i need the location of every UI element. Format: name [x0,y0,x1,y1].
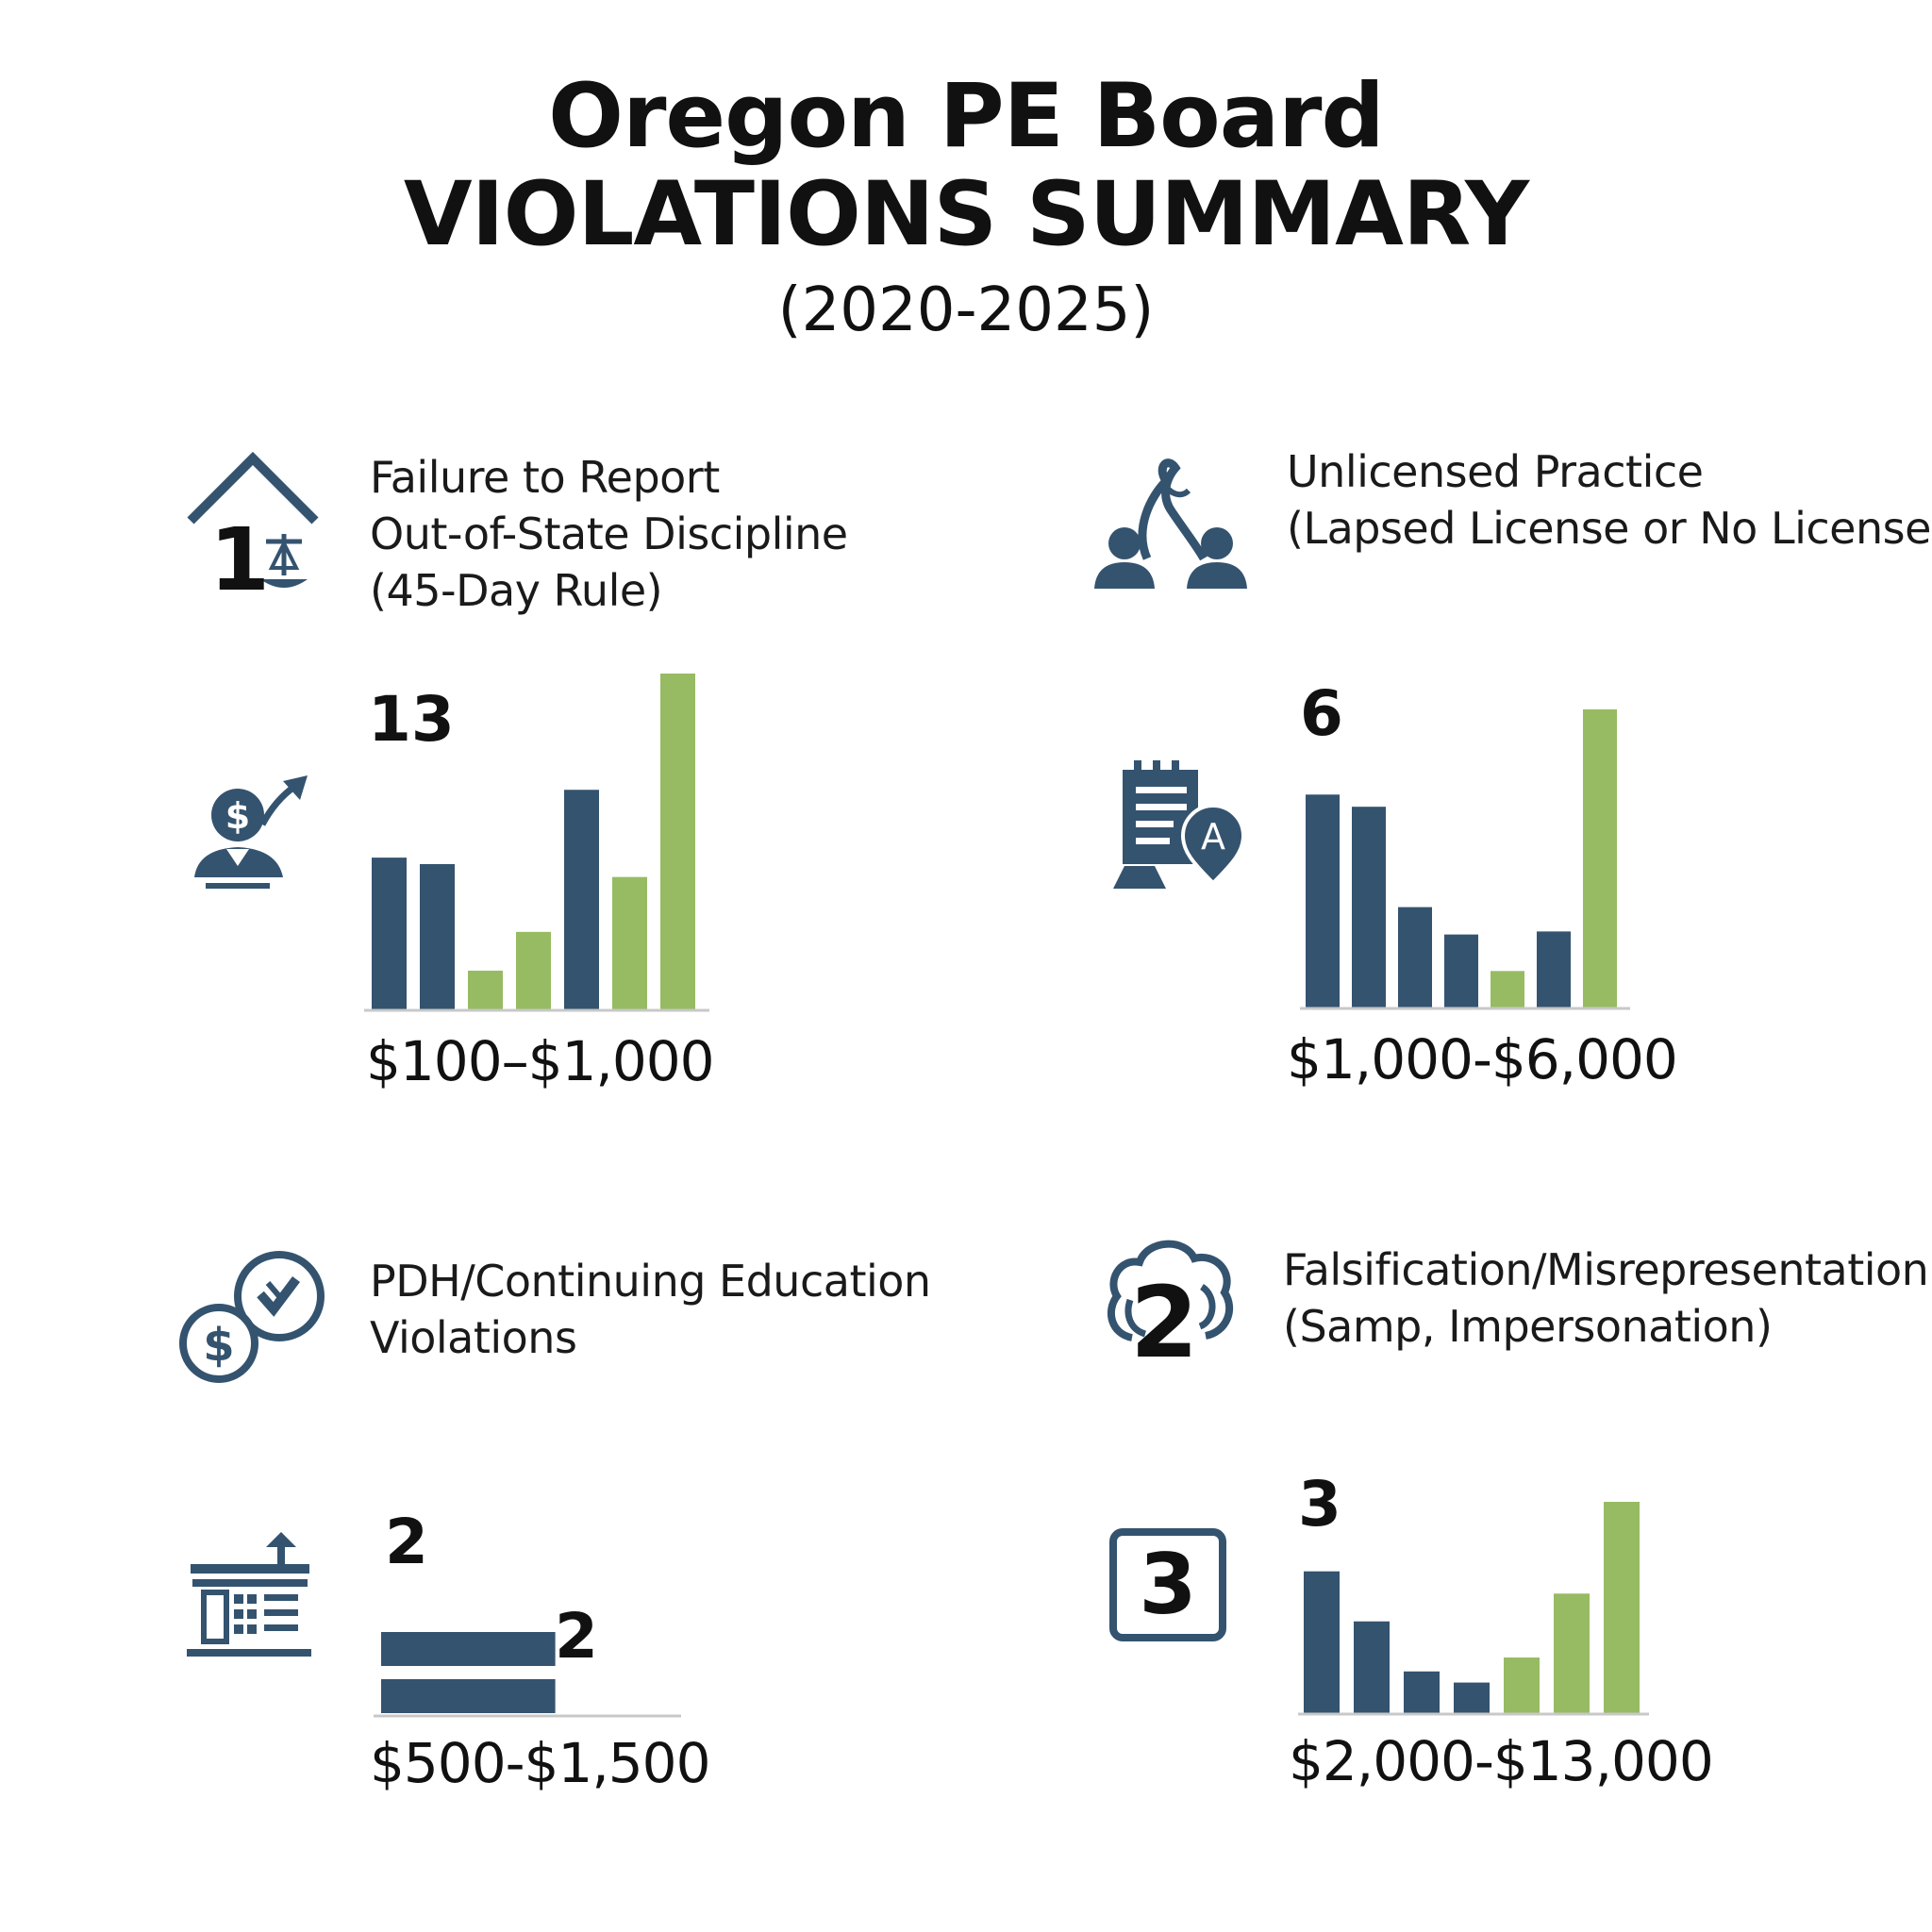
bar-chart-falsification [1298,1502,1649,1716]
chart-bar [1354,1621,1390,1713]
panel-title: Falsification/Misrepresentation (Samp, I… [1283,1241,1929,1355]
chart-bar [1352,807,1386,1008]
chart-bar [1454,1682,1490,1713]
header-numeral: 1 [209,509,271,610]
chart-bar [1404,1671,1440,1713]
chart-bar [381,1679,556,1713]
house-scale-icon [185,451,326,611]
fine-range-label: $1,000-$6,000 [1287,1027,1678,1091]
chart-bar [420,863,455,1009]
panel-title-line: Falsification/Misrepresentation [1283,1244,1929,1295]
panel-title-line: Out-of-State Discipline [370,508,848,559]
violation-count: 2 [385,1506,428,1578]
chart-bar [468,970,503,1009]
panel-title-line: Violations [370,1312,577,1363]
chart-bar [1398,907,1432,1008]
page-title: Oregon PE Board VIOLATIONS SUMMARY (2020… [0,68,1932,353]
chart-bar [1306,794,1340,1008]
chart-bar [1604,1502,1640,1713]
violation-count: 3 [1298,1468,1341,1541]
fine-range-label: $2,000-$13,000 [1289,1729,1714,1793]
svg-text:$: $ [203,1319,234,1372]
chart-bar [1304,1571,1340,1713]
boxed-numeral-icon: 3 [1109,1528,1226,1641]
chart-bar [1583,709,1617,1008]
violation-count: 13 [368,683,455,756]
dollar-person-arrow-icon: $ [189,768,321,900]
chart-bar [516,931,551,1009]
title-line-1: Oregon PE Board [548,65,1385,168]
bar-chart-unlicensed-practice [1300,709,1630,1010]
panel-title-line: (Lapsed License or No License) [1287,503,1932,554]
panel-title-line: (45-Day Rule) [370,565,663,616]
chart-bar [372,858,407,1009]
bar-chart-pdh-violations [374,1632,681,1718]
chart-bar [612,876,647,1009]
svg-text:A: A [1201,816,1225,858]
cloud-numeral-icon [1104,1232,1236,1374]
title-line-3: (2020-2025) [777,275,1155,345]
panel-title-line: (Samp, Impersonation) [1283,1301,1773,1352]
panel-title: Unlicensed Practice (Lapsed License or N… [1287,443,1932,557]
svg-text:$: $ [225,795,250,837]
chart-bar [381,1632,556,1666]
bar-value-label: 2 [555,1600,598,1673]
title-line-2: VIOLATIONS SUMMARY [403,163,1529,266]
chart-bar [1491,971,1524,1008]
chart-bar [564,790,599,1009]
panel-title-line: Unlicensed Practice [1287,446,1704,497]
fine-range-label: $500-$1,500 [370,1731,710,1795]
bar-chart-failure-to-report [364,674,709,1012]
panel-title: Failure to Report Out-of-State Disciplin… [370,449,848,619]
chart-bar [1554,1593,1590,1713]
violation-count: 6 [1300,677,1343,750]
chart-bar [1537,931,1571,1008]
chart-bar [1444,934,1478,1008]
panel-title-line: Failure to Report [370,452,720,503]
panel-title-line: PDH/Continuing Education [370,1256,931,1307]
chart-bar [1504,1657,1540,1713]
fine-range-label: $100–$1,000 [366,1029,715,1093]
clipboard-badge-icon: A [1109,760,1251,902]
coins-check-icon: $ [177,1247,338,1389]
header-numeral: 2 [1130,1265,1199,1380]
panel-title: PDH/Continuing Education Violations [370,1253,931,1366]
building-ledger-icon [187,1532,319,1664]
people-network-icon [1091,453,1251,594]
chart-bar [660,674,695,1009]
